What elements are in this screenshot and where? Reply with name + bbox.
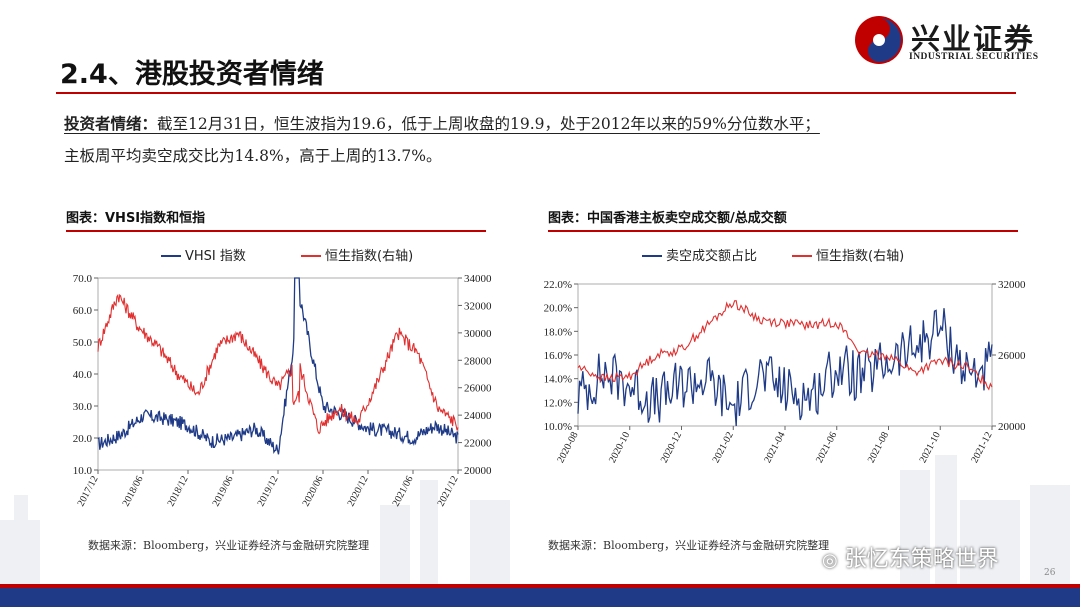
series-line-red: [577, 300, 993, 391]
footer-bar: [0, 588, 1080, 607]
chart-vhsi-hsi: 10.0 20.0 30.0 40.0 50.0 60.0 70.0 20000 22000 24…: [73, 249, 492, 508]
summary-line-2: 主板周平均卖空成交比为14.8%，高于上周的13.7%。: [64, 147, 442, 165]
series-line-blue: [97, 277, 459, 455]
x-tick-label: 2021/06: [391, 474, 416, 508]
x-tick-label: 2021-12: [969, 430, 994, 465]
y-right-tick-label: 24000: [464, 410, 492, 422]
y-left-tick-label: 50.0: [73, 337, 93, 349]
y-right-tick-label: 32000: [464, 300, 492, 312]
y-right-tick-label: 20000: [464, 465, 492, 477]
y-left-tick-label: 10.0: [73, 465, 93, 477]
x-tick-label: 2021/12: [436, 474, 461, 508]
y-right-tick-label: 26000: [998, 350, 1026, 362]
chart-short-selling-ratio: 10.0% 12.0% 14.0% 16.0% 18.0% 20.0% 22.0% 20000…: [544, 248, 1026, 465]
x-tick-label: 2021-04: [762, 430, 787, 465]
x-tick-label: 2020/12: [346, 474, 371, 508]
y-right-tick-label: 20000: [998, 421, 1026, 433]
y-right-tick-label: 34000: [464, 273, 492, 285]
chart-title-divider-left: [66, 230, 486, 232]
wechat-icon: ◎: [822, 550, 838, 571]
x-tick-label: 2021-06: [814, 430, 839, 465]
x-tick-label: 2021-08: [866, 430, 891, 465]
summary-label: 投资者情绪：: [64, 115, 158, 133]
footer-accent-bar: [0, 584, 1080, 588]
x-tick-label: 2017/12: [76, 474, 101, 508]
title-divider: [56, 92, 1016, 94]
chart-title-short-selling: 图表：中国香港主板卖空成交额/总成交额: [548, 211, 787, 226]
legend-label: VHSI 指数: [185, 249, 246, 264]
y-left-tick-label: 14.0%: [544, 374, 572, 386]
logo-swirl-icon: [855, 16, 903, 64]
page-number: 26: [1044, 568, 1056, 578]
y-right-tick-label: 22000: [464, 438, 492, 450]
summary-text: 投资者情绪：截至12月31日，恒生波指为19.6，低于上周收盘的19.9，处于2…: [64, 108, 1024, 172]
page-title: 2.4、港股投资者情绪: [60, 59, 324, 90]
brand-logo: 兴业证券 INDUSTRIAL SECURITIES: [853, 14, 1068, 66]
source-note-left: 数据来源：Bloomberg，兴业证券经济与金融研究院整理: [88, 539, 370, 552]
plot-frame: [97, 277, 459, 471]
summary-line-1-text: 截至12月31日，恒生波指为19.6，低于上周收盘的19.9，处于2012年以来…: [157, 115, 820, 133]
x-tick-label: 2021-10: [918, 430, 943, 465]
legend-label: 恒生指数(右轴): [325, 249, 413, 264]
x-tick-label: 2019/06: [211, 474, 236, 508]
chart-title-divider-right: [548, 230, 1018, 232]
y-left-tick-label: 18.0%: [544, 326, 572, 338]
legend-label: 卖空成交额占比: [666, 248, 757, 264]
y-left-tick-label: 60.0: [73, 305, 93, 317]
y-left-tick-label: 10.0%: [544, 421, 572, 433]
logo-subtext: INDUSTRIAL SECURITIES: [909, 52, 1039, 62]
logo-text: 兴业证券: [911, 22, 1036, 56]
summary-line-1: 投资者情绪：截至12月31日，恒生波指为19.6，低于上周收盘的19.9，处于2…: [64, 108, 1024, 140]
y-right-tick-label: 28000: [464, 355, 492, 367]
watermark-label: 张忆东策略世界: [844, 547, 999, 572]
y-left-tick-label: 20.0%: [544, 303, 572, 315]
series-line-blue: [577, 308, 993, 427]
y-left-tick-label: 70.0: [73, 273, 93, 285]
y-right-tick-label: 30000: [464, 328, 492, 340]
x-tick-label: 2021-02: [711, 430, 736, 465]
source-note-right: 数据来源：Bloomberg，兴业证券经济与金融研究院整理: [548, 539, 830, 552]
watermark-text: ◎ 张忆东策略世界: [822, 541, 999, 573]
y-left-tick-label: 30.0: [73, 401, 93, 413]
x-tick-label: 2018/06: [121, 474, 146, 508]
y-left-tick-label: 20.0: [73, 433, 93, 445]
y-right-tick-label: 32000: [998, 279, 1026, 291]
x-tick-label: 2018/12: [166, 474, 191, 508]
chart-title-vhsi: 图表：VHSI指数和恒指: [66, 211, 206, 226]
x-tick-label: 2020-10: [607, 430, 632, 465]
x-tick-label: 2020-08: [555, 430, 580, 465]
x-tick-label: 2019/12: [256, 474, 281, 508]
y-left-tick-label: 22.0%: [544, 279, 572, 291]
x-tick-label: 2020-12: [659, 430, 684, 465]
series-line-red: [97, 293, 459, 435]
y-left-tick-label: 16.0%: [544, 350, 572, 362]
y-left-tick-label: 12.0%: [544, 397, 572, 409]
x-tick-label: 2020/06: [301, 474, 326, 508]
y-right-tick-label: 26000: [464, 383, 492, 395]
legend-label: 恒生指数(右轴): [816, 249, 904, 264]
y-left-tick-label: 40.0: [73, 369, 93, 381]
